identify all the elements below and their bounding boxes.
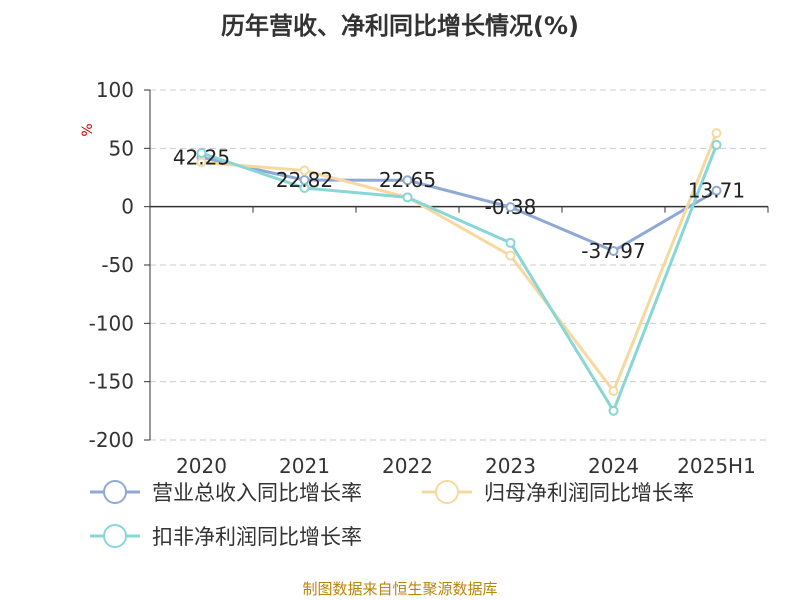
series-line-2	[201, 132, 718, 393]
y-tick-label: 100	[96, 78, 134, 102]
series-line-1	[201, 155, 718, 253]
data-point-series-2	[299, 165, 310, 176]
x-tick-label: 2023	[485, 454, 536, 478]
data-point-series-3	[196, 148, 207, 158]
data-point-series-3	[711, 139, 722, 150]
x-tick-label: 2021	[279, 454, 330, 478]
data-point-series-2	[608, 386, 619, 396]
series-line-3	[201, 144, 718, 413]
data-point-series-1	[402, 175, 413, 186]
data-label: -37.97	[581, 239, 645, 263]
data-label: 22.65	[379, 168, 436, 192]
data-point-series-1	[505, 202, 516, 213]
data-point-series-2	[711, 128, 722, 139]
legend-marker	[103, 524, 127, 548]
y-tick-label: -100	[89, 311, 134, 335]
data-point-series-3	[402, 192, 413, 203]
legend-label: 营业总收入同比增长率	[152, 481, 362, 505]
y-tick-label: 50	[109, 136, 134, 160]
y-tick-label: -50	[101, 253, 134, 277]
y-tick-label: 0	[121, 195, 134, 219]
data-point-series-2	[196, 157, 207, 168]
legend-label: 扣非净利润同比增长率	[152, 525, 362, 549]
legend-marker	[435, 480, 459, 504]
data-point-series-3	[299, 183, 310, 193]
legend-marker	[103, 480, 127, 504]
data-point-series-3	[505, 237, 516, 248]
data-label: 22.82	[276, 168, 333, 192]
chart-title: 历年营收、净利同比增长情况(%)	[221, 12, 579, 40]
data-point-series-3	[608, 405, 619, 416]
y-axis-unit-label: %	[80, 123, 96, 136]
data-point-series-1	[608, 245, 619, 256]
source-footer: 制图数据来自恒生聚源数据库	[302, 580, 498, 598]
data-point-series-1	[711, 185, 722, 196]
x-tick-label: 2020	[176, 454, 227, 478]
legend-label: 归母净利润同比增长率	[484, 481, 694, 505]
data-label: 13.71	[688, 179, 745, 203]
x-tick-label: 2025H1	[677, 454, 756, 478]
data-label: 42.25	[173, 145, 230, 169]
x-tick-label: 2024	[588, 454, 639, 478]
x-tick-label: 2022	[382, 454, 433, 478]
y-tick-label: -200	[89, 428, 134, 452]
y-tick-label: -150	[89, 370, 134, 394]
data-label: -0.38	[485, 195, 537, 219]
data-point-series-2	[505, 250, 516, 261]
